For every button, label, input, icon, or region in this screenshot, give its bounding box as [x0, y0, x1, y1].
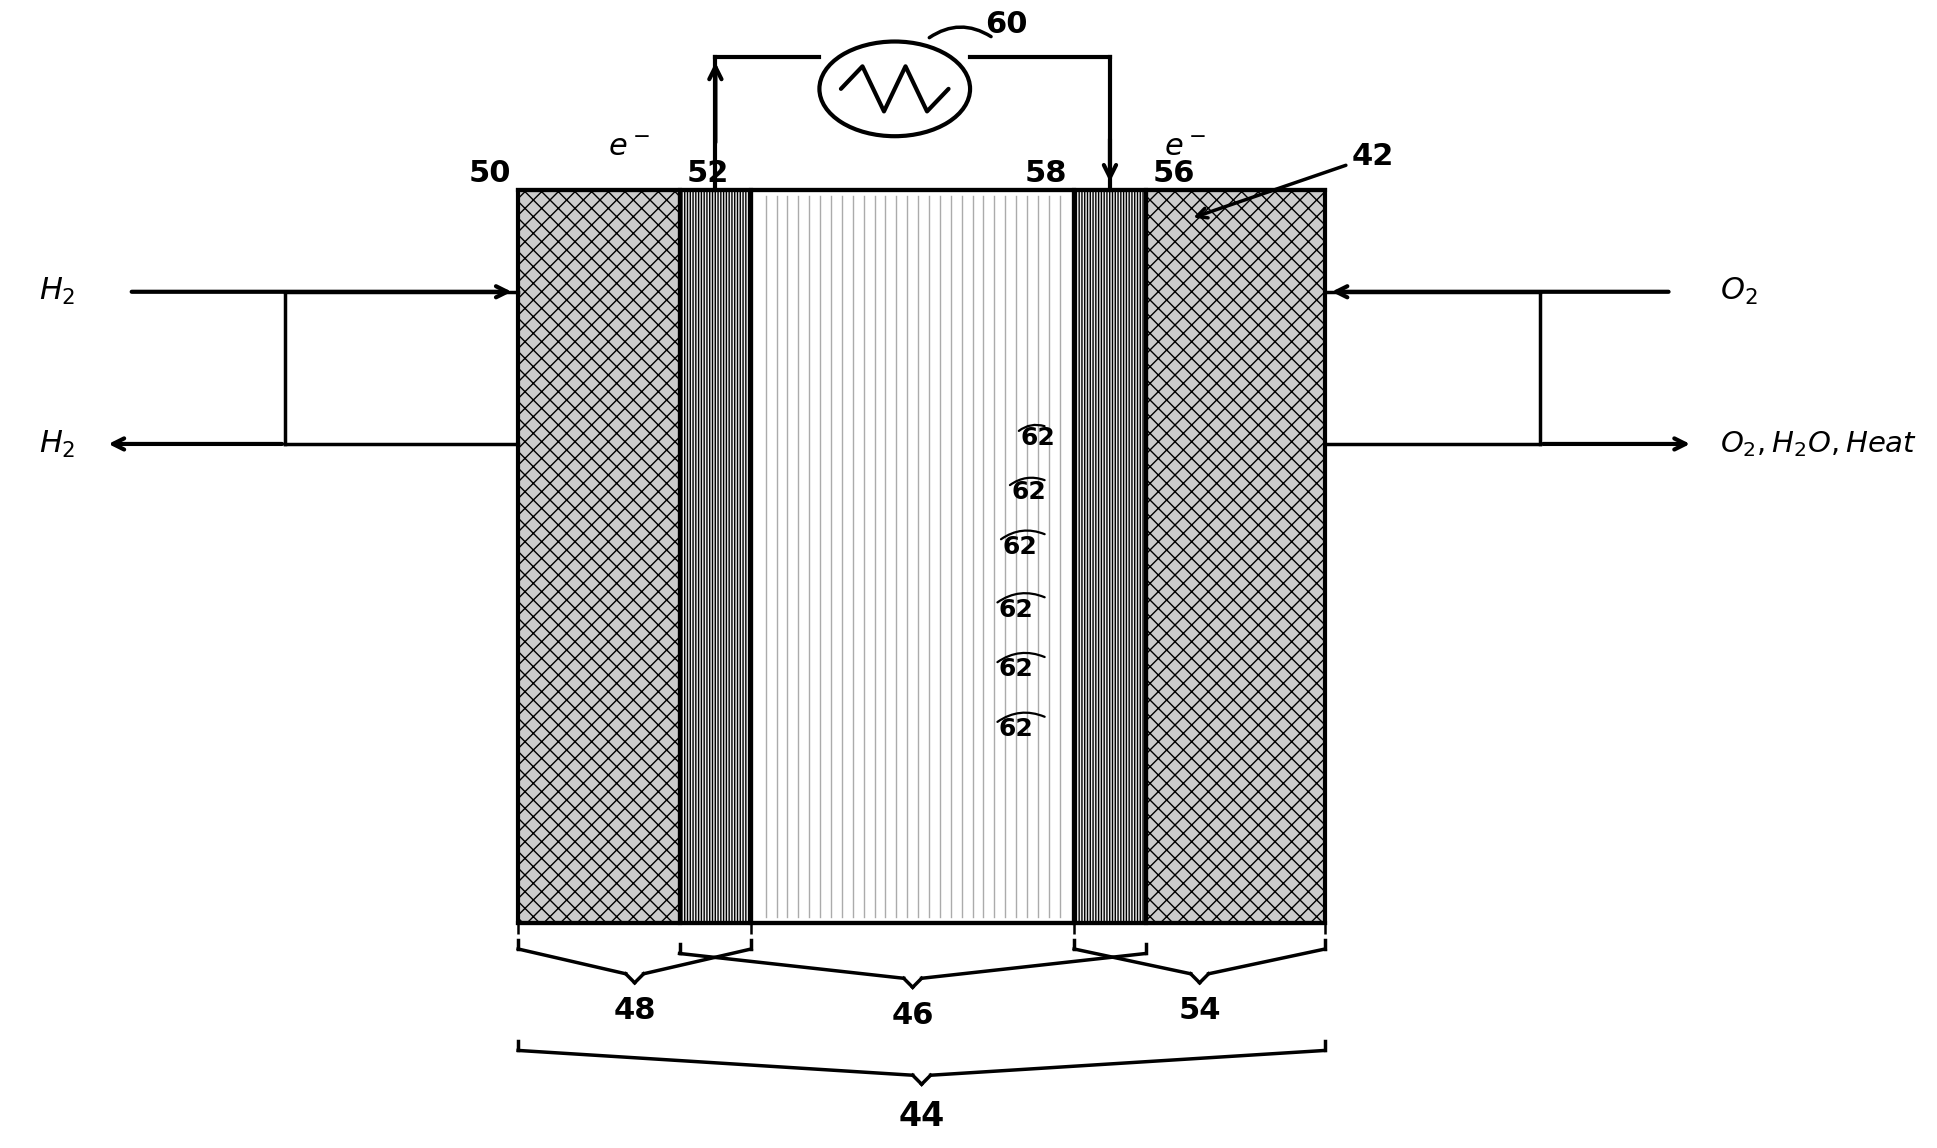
Bar: [517, 191, 680, 923]
Text: 42: 42: [1352, 142, 1395, 171]
Text: 44: 44: [899, 1100, 945, 1133]
Text: 54: 54: [1178, 996, 1220, 1025]
Text: 60: 60: [984, 10, 1027, 39]
Text: 48: 48: [614, 996, 657, 1025]
Bar: [680, 191, 752, 923]
Text: 56: 56: [1153, 158, 1195, 188]
Text: $e^-$: $e^-$: [1164, 133, 1207, 162]
Bar: [1075, 191, 1147, 923]
Text: 62: 62: [1021, 426, 1056, 450]
Text: 50: 50: [469, 158, 511, 188]
Text: $O_2$: $O_2$: [1720, 277, 1757, 308]
Text: 62: 62: [1011, 480, 1046, 504]
Text: $O_2,H_2O,Heat$: $O_2,H_2O,Heat$: [1720, 429, 1918, 459]
Text: 52: 52: [688, 158, 728, 188]
Text: $e^-$: $e^-$: [608, 133, 651, 162]
Text: 62: 62: [999, 658, 1034, 682]
Text: 62: 62: [999, 718, 1034, 742]
Text: 58: 58: [1025, 158, 1067, 188]
Circle shape: [819, 41, 970, 137]
Text: 62: 62: [1001, 535, 1036, 559]
Text: 46: 46: [891, 1001, 934, 1030]
Bar: [1147, 191, 1325, 923]
Bar: [752, 191, 1075, 923]
Text: $H_2$: $H_2$: [39, 277, 76, 308]
Text: 62: 62: [999, 598, 1034, 622]
Text: $H_2$: $H_2$: [39, 428, 76, 459]
